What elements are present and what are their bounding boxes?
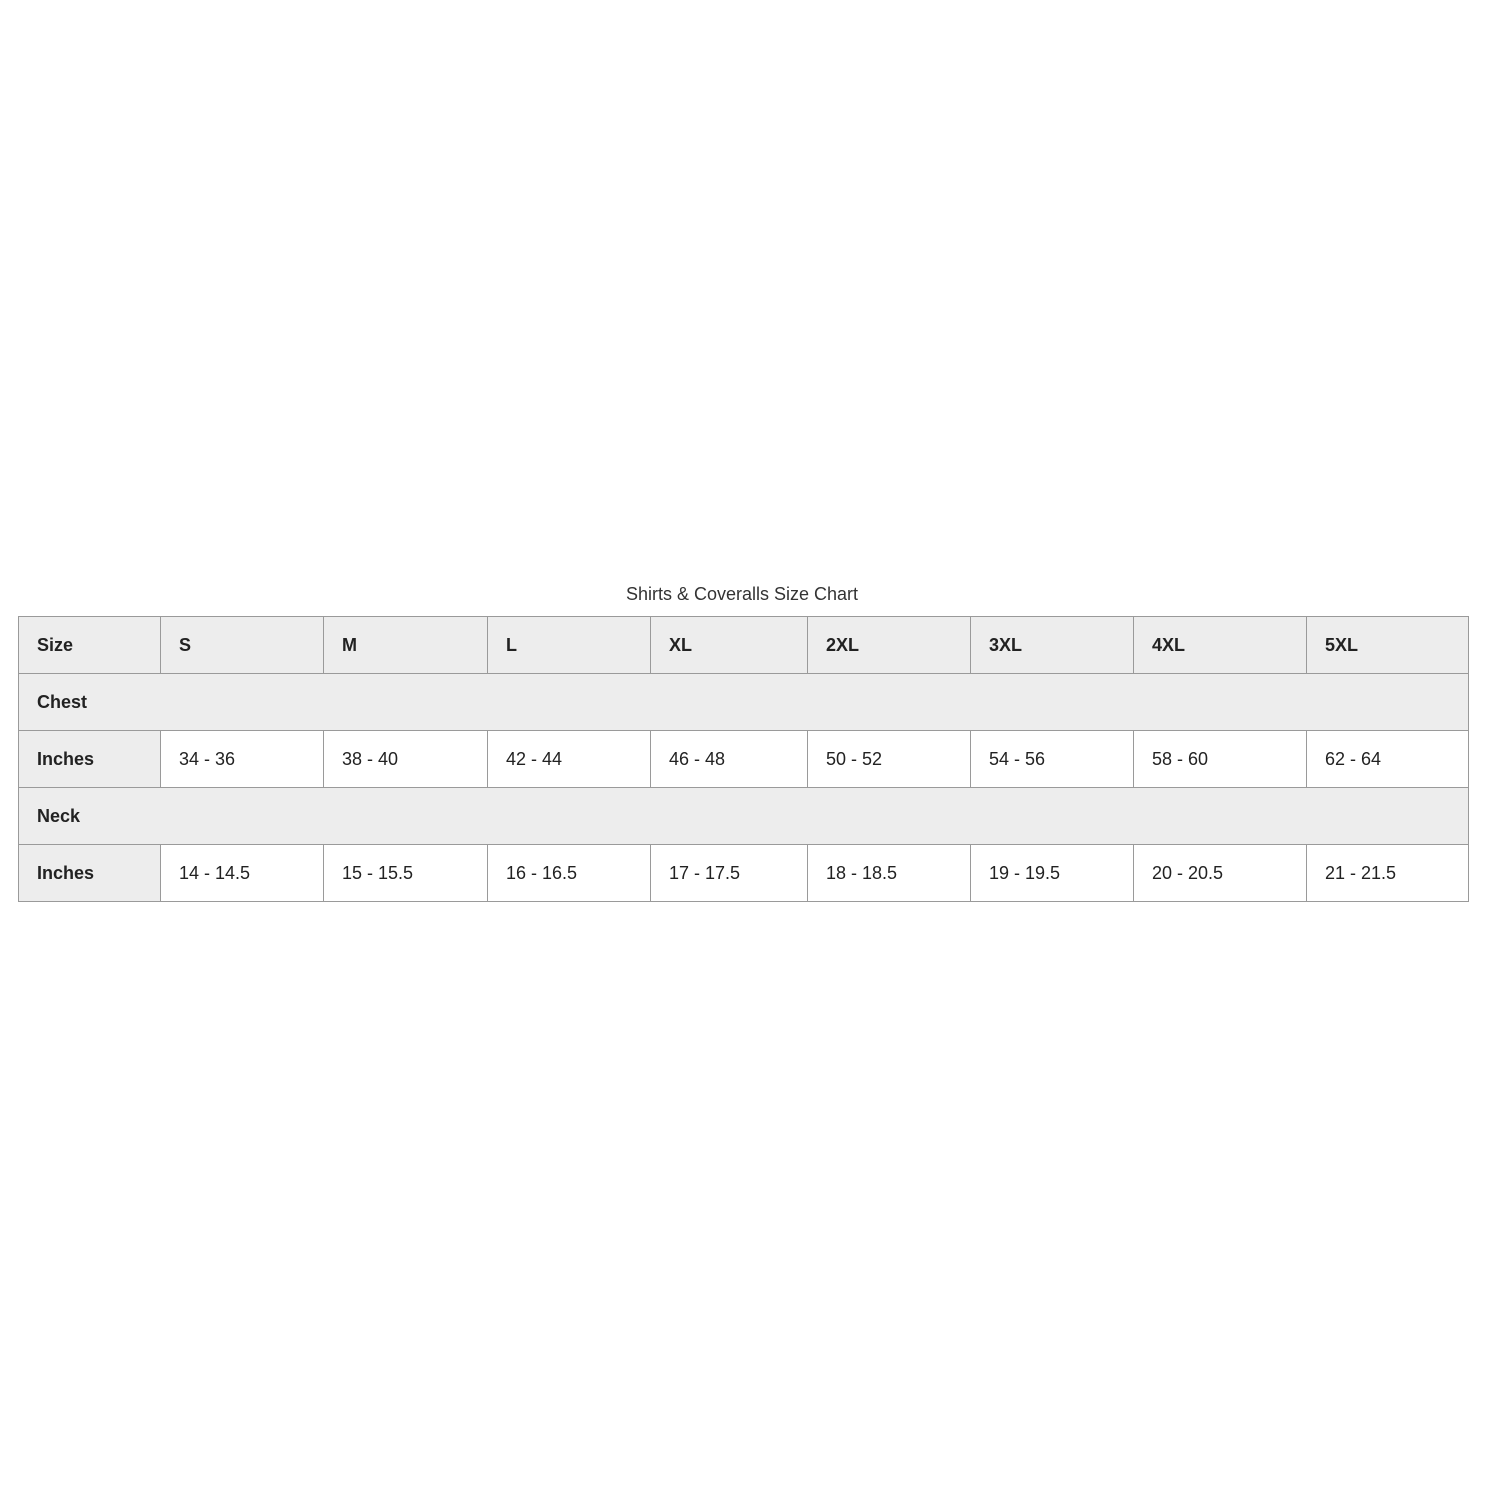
value-cell: 16 - 16.5: [487, 844, 651, 902]
header-size-label: Size: [18, 616, 161, 674]
header-size-5xl: 5XL: [1306, 616, 1469, 674]
value-cell: 18 - 18.5: [807, 844, 971, 902]
value-cell: 62 - 64: [1306, 730, 1469, 788]
header-size-4xl: 4XL: [1133, 616, 1307, 674]
size-chart-table: Size S M L XL 2XL 3XL 4XL 5XL Chest Inches 34 - 36 3…: [18, 616, 1469, 902]
header-size-l: L: [487, 616, 651, 674]
value-cell: 50 - 52: [807, 730, 971, 788]
section-label: Chest: [18, 673, 1469, 731]
value-cell: 21 - 21.5: [1306, 844, 1469, 902]
chart-title: Shirts & Coveralls Size Chart: [625, 584, 859, 604]
header-size-s: S: [160, 616, 324, 674]
header-size-3xl: 3XL: [970, 616, 1134, 674]
section-row-chest: Chest: [18, 673, 1469, 731]
table-row: Inches 14 - 14.5 15 - 15.5 16 - 16.5 17 - 17…: [18, 844, 1469, 902]
value-cell: 38 - 40: [323, 730, 488, 788]
header-size-xl: XL: [650, 616, 808, 674]
value-cell: 14 - 14.5: [160, 844, 324, 902]
header-size-2xl: 2XL: [807, 616, 971, 674]
value-cell: 20 - 20.5: [1133, 844, 1307, 902]
header-row: Size S M L XL 2XL 3XL 4XL 5XL: [18, 616, 1469, 674]
value-cell: 54 - 56: [970, 730, 1134, 788]
value-cell: 15 - 15.5: [323, 844, 488, 902]
value-cell: 17 - 17.5: [650, 844, 808, 902]
row-label: Inches: [18, 730, 161, 788]
value-cell: 58 - 60: [1133, 730, 1307, 788]
row-label: Inches: [18, 844, 161, 902]
table-row: Inches 34 - 36 38 - 40 42 - 44 46 - 48 50 - 5…: [18, 730, 1469, 788]
value-cell: 46 - 48: [650, 730, 808, 788]
section-row-neck: Neck: [18, 787, 1469, 845]
value-cell: 42 - 44: [487, 730, 651, 788]
header-size-m: M: [323, 616, 488, 674]
section-label: Neck: [18, 787, 1469, 845]
value-cell: 34 - 36: [160, 730, 324, 788]
value-cell: 19 - 19.5: [970, 844, 1134, 902]
